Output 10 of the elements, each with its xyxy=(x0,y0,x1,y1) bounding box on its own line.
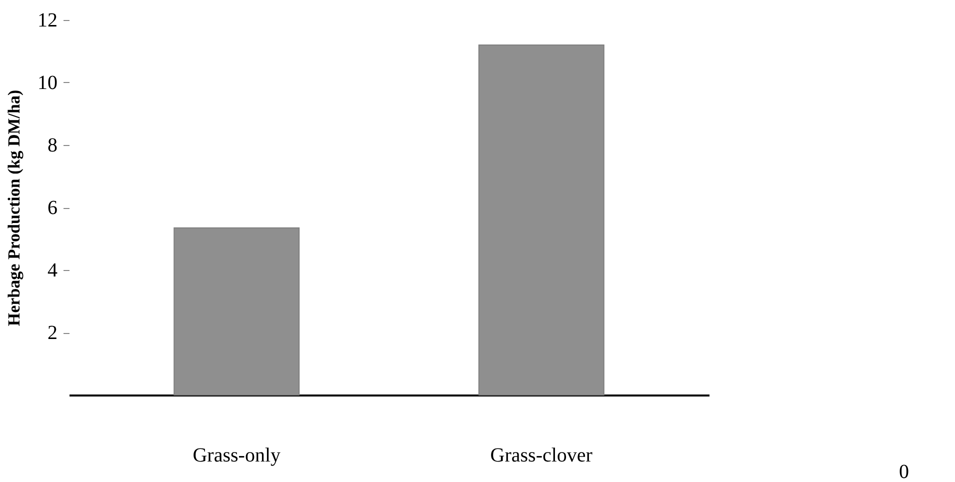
x-tick-label: Grass-only xyxy=(192,444,280,466)
y-tick-label: 4 xyxy=(48,260,58,282)
y-tick-label: 2 xyxy=(48,322,58,344)
x-tick-label: Grass-clover xyxy=(490,444,593,466)
y-axis-title: Herbage Production (kg DM/ha) xyxy=(4,90,24,326)
text: 0 xyxy=(899,461,909,482)
y-tick-label: 12 xyxy=(38,10,58,32)
y-tick-label: 10 xyxy=(38,72,58,94)
y-tick-label: 6 xyxy=(48,197,58,219)
y-tick-label: 8 xyxy=(48,134,58,156)
